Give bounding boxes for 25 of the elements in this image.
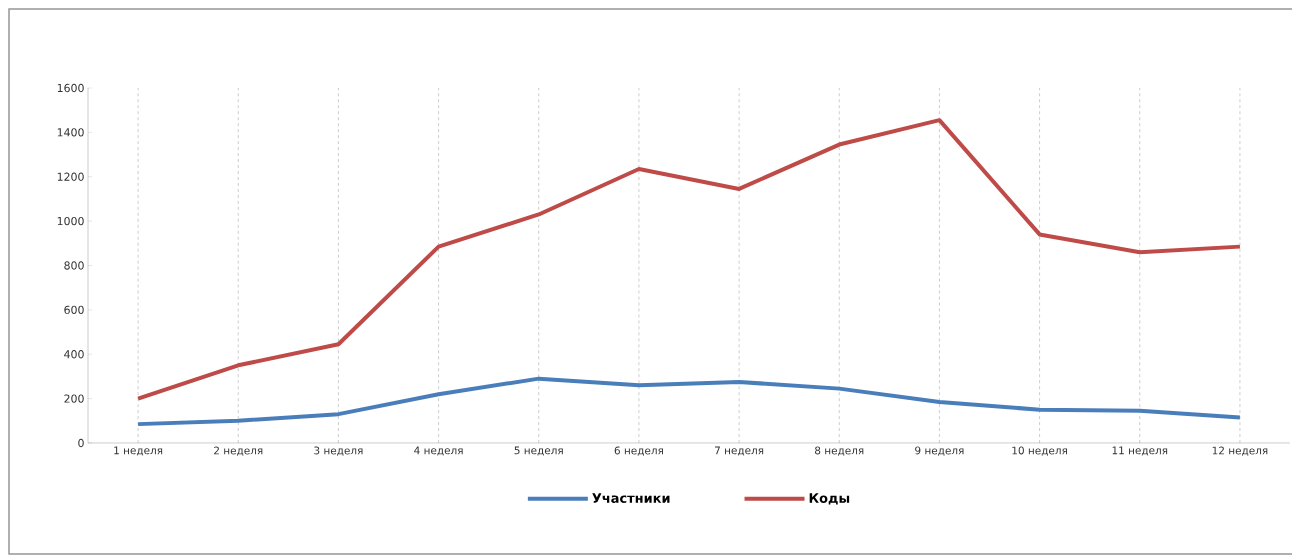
- x-tick-label: 6 неделя: [614, 446, 663, 456]
- y-tick-label: 1200: [57, 172, 84, 181]
- x-tick-label: 3 неделя: [314, 446, 363, 456]
- x-tick-label: 11 неделя: [1112, 446, 1168, 456]
- y-tick-label: 1000: [57, 216, 84, 226]
- y-tick-label: 1400: [57, 128, 84, 137]
- y-tick-label: 200: [64, 394, 84, 403]
- x-tick-label: 8 неделя: [815, 446, 864, 456]
- y-tick-label: 600: [64, 305, 84, 315]
- x-tick-label: 5 неделя: [514, 446, 563, 456]
- line-series: [136, 118, 1242, 401]
- line-series: [136, 376, 1242, 427]
- y-tick-label: 1600: [57, 83, 84, 93]
- legend-label: Коды: [809, 493, 850, 505]
- x-tick-label: 2 неделя: [214, 446, 263, 456]
- x-tick-label: 9 неделя: [915, 446, 964, 456]
- x-tick-label: 4 неделя: [414, 446, 463, 456]
- y-tick-label: 0: [78, 438, 84, 448]
- x-tick-label: 12 неделя: [1212, 446, 1268, 456]
- y-tick-label: 800: [64, 261, 84, 270]
- x-tick-label: 1 неделя: [114, 446, 163, 456]
- x-tick-label: 10 неделя: [1012, 446, 1067, 456]
- y-tick-label: 400: [64, 350, 84, 359]
- x-tick-label: 7 неделя: [715, 446, 764, 456]
- legend-label: Участники: [592, 493, 670, 503]
